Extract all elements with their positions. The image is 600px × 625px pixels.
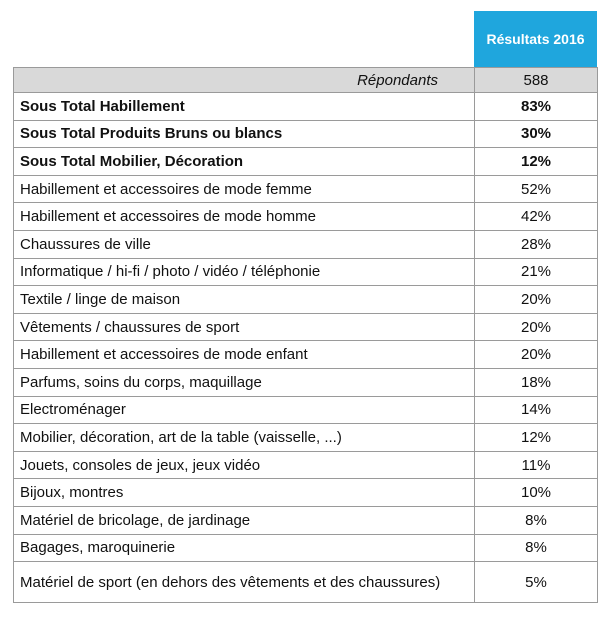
category-value: 20% [474, 340, 598, 369]
subtotal-row: Sous Total Produits Bruns ou blancs 30% [13, 119, 598, 149]
subtotal-value: 83% [474, 92, 598, 121]
category-label: Habillement et accessoires de mode enfan… [13, 340, 475, 369]
subtotal-value: 30% [474, 119, 598, 149]
category-value: 8% [474, 533, 598, 563]
category-value: 28% [474, 229, 598, 259]
category-value: 52% [474, 174, 598, 204]
category-value: 8% [474, 505, 598, 535]
category-label: Chaussures de ville [13, 229, 475, 259]
results-table-body: Répondants 588 Sous Total Habillement 83… [13, 67, 598, 604]
results-header: Résultats 2016 [474, 11, 597, 67]
table-row: Electroménager 14% [13, 395, 598, 425]
table-row: Parfums, soins du corps, maquillage 18% [13, 367, 598, 397]
table-row: Matériel de sport (en dehors des vêtemen… [13, 561, 598, 604]
category-label: Parfums, soins du corps, maquillage [13, 367, 475, 397]
respondents-value: 588 [474, 67, 598, 93]
category-label: Matériel de sport (en dehors des vêtemen… [13, 561, 475, 604]
subtotal-label: Sous Total Mobilier, Décoration [13, 147, 475, 176]
table-row: Bagages, maroquinerie 8% [13, 533, 598, 563]
table-row: Habillement et accessoires de mode enfan… [13, 340, 598, 369]
category-value: 21% [474, 257, 598, 287]
category-label: Habillement et accessoires de mode femme [13, 174, 475, 204]
category-value: 20% [474, 285, 598, 314]
table-row: Matériel de bricolage, de jardinage 8% [13, 505, 598, 535]
table-row: Mobilier, décoration, art de la table (v… [13, 423, 598, 452]
category-value: 11% [474, 450, 598, 480]
category-value: 42% [474, 202, 598, 231]
category-label: Electroménager [13, 395, 475, 425]
category-label: Vêtements / chaussures de sport [13, 312, 475, 342]
subtotal-label: Sous Total Habillement [13, 92, 475, 121]
table-row: Informatique / hi-fi / photo / vidéo / t… [13, 257, 598, 287]
results-table: Répondants 588 Sous Total Habillement 83… [13, 67, 598, 604]
subtotal-label: Sous Total Produits Bruns ou blancs [13, 119, 475, 149]
subtotal-row: Sous Total Habillement 83% [13, 92, 598, 121]
category-label: Matériel de bricolage, de jardinage [13, 505, 475, 535]
category-label: Mobilier, décoration, art de la table (v… [13, 423, 475, 452]
table-row: Chaussures de ville 28% [13, 229, 598, 259]
subtotal-value: 12% [474, 147, 598, 176]
table-row: Habillement et accessoires de mode homme… [13, 202, 598, 231]
category-value: 12% [474, 423, 598, 452]
category-value: 10% [474, 478, 598, 507]
table-row: Textile / linge de maison 20% [13, 285, 598, 314]
category-value: 18% [474, 367, 598, 397]
table-row: Jouets, consoles de jeux, jeux vidéo 11% [13, 450, 598, 480]
category-label: Bagages, maroquinerie [13, 533, 475, 563]
table-row: Bijoux, montres 10% [13, 478, 598, 507]
category-value: 5% [474, 561, 598, 604]
table-row: Habillement et accessoires de mode femme… [13, 174, 598, 204]
respondents-row: Répondants 588 [13, 67, 598, 93]
category-label: Informatique / hi-fi / photo / vidéo / t… [13, 257, 475, 287]
category-label: Textile / linge de maison [13, 285, 475, 314]
respondents-label: Répondants [13, 67, 475, 93]
category-label: Habillement et accessoires de mode homme [13, 202, 475, 231]
category-value: 20% [474, 312, 598, 342]
category-label: Bijoux, montres [13, 478, 475, 507]
table-row: Vêtements / chaussures de sport 20% [13, 312, 598, 342]
subtotal-row: Sous Total Mobilier, Décoration 12% [13, 147, 598, 176]
category-label: Jouets, consoles de jeux, jeux vidéo [13, 450, 475, 480]
category-value: 14% [474, 395, 598, 425]
